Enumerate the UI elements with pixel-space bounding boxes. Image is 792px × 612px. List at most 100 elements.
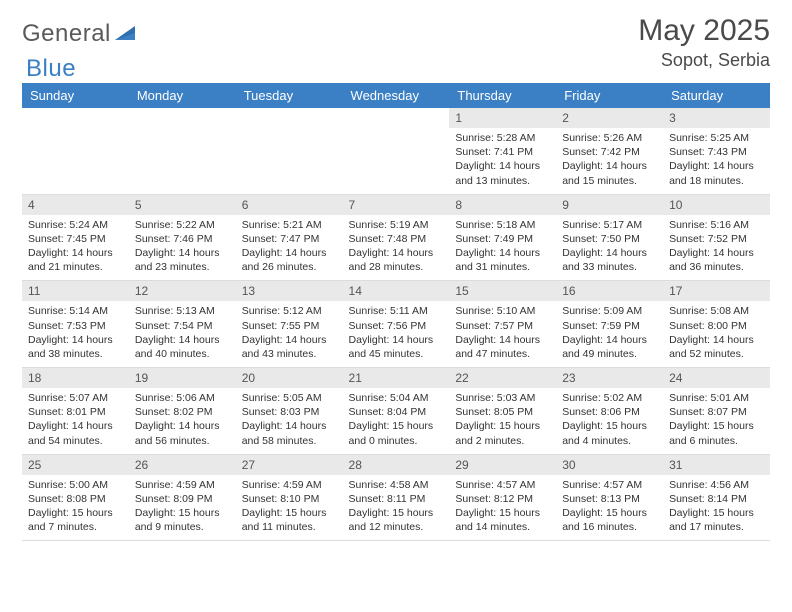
sunrise-text: Sunrise: 5:04 AM: [349, 391, 444, 405]
daylight-text: Daylight: 15 hours and 12 minutes.: [349, 506, 444, 534]
sunrise-text: Sunrise: 5:05 AM: [242, 391, 337, 405]
day-number: 25: [22, 455, 129, 475]
day-number: 29: [449, 455, 556, 475]
sunrise-text: Sunrise: 5:25 AM: [669, 131, 764, 145]
sunrise-text: Sunrise: 5:07 AM: [28, 391, 123, 405]
sunset-text: Sunset: 8:00 PM: [669, 319, 764, 333]
calendar-day-cell: 8Sunrise: 5:18 AMSunset: 7:49 PMDaylight…: [449, 194, 556, 281]
sunset-text: Sunset: 7:41 PM: [455, 145, 550, 159]
logo-word-blue: Blue: [26, 55, 76, 83]
day-details: Sunrise: 5:07 AMSunset: 8:01 PMDaylight:…: [22, 388, 129, 454]
sunrise-text: Sunrise: 5:02 AM: [562, 391, 657, 405]
calendar-day-cell: 13Sunrise: 5:12 AMSunset: 7:55 PMDayligh…: [236, 281, 343, 368]
day-number: 30: [556, 455, 663, 475]
day-details: Sunrise: 5:17 AMSunset: 7:50 PMDaylight:…: [556, 215, 663, 281]
day-details: Sunrise: 5:05 AMSunset: 8:03 PMDaylight:…: [236, 388, 343, 454]
sunset-text: Sunset: 8:14 PM: [669, 492, 764, 506]
day-number: 8: [449, 195, 556, 215]
calendar-day-cell: 1Sunrise: 5:28 AMSunset: 7:41 PMDaylight…: [449, 108, 556, 194]
sunrise-text: Sunrise: 5:06 AM: [135, 391, 230, 405]
day-details: Sunrise: 4:57 AMSunset: 8:12 PMDaylight:…: [449, 475, 556, 541]
daylight-text: Daylight: 14 hours and 54 minutes.: [28, 419, 123, 447]
calendar-week-row: 18Sunrise: 5:07 AMSunset: 8:01 PMDayligh…: [22, 368, 770, 455]
daylight-text: Daylight: 15 hours and 9 minutes.: [135, 506, 230, 534]
daylight-text: Daylight: 14 hours and 52 minutes.: [669, 333, 764, 361]
sunset-text: Sunset: 7:52 PM: [669, 232, 764, 246]
daylight-text: Daylight: 14 hours and 15 minutes.: [562, 159, 657, 187]
logo-word-general: General: [22, 20, 111, 48]
calendar-day-cell: 3Sunrise: 5:25 AMSunset: 7:43 PMDaylight…: [663, 108, 770, 194]
day-number: 9: [556, 195, 663, 215]
calendar-day-cell: 22Sunrise: 5:03 AMSunset: 8:05 PMDayligh…: [449, 368, 556, 455]
brand-logo: General: [22, 14, 139, 48]
calendar-day-cell: 15Sunrise: 5:10 AMSunset: 7:57 PMDayligh…: [449, 281, 556, 368]
day-details: Sunrise: 5:11 AMSunset: 7:56 PMDaylight:…: [343, 301, 450, 367]
day-number: 19: [129, 368, 236, 388]
day-details: Sunrise: 5:00 AMSunset: 8:08 PMDaylight:…: [22, 475, 129, 541]
daylight-text: Daylight: 14 hours and 21 minutes.: [28, 246, 123, 274]
sunset-text: Sunset: 7:47 PM: [242, 232, 337, 246]
day-header: Saturday: [663, 83, 770, 108]
sunset-text: Sunset: 7:53 PM: [28, 319, 123, 333]
daylight-text: Daylight: 14 hours and 26 minutes.: [242, 246, 337, 274]
sunset-text: Sunset: 8:12 PM: [455, 492, 550, 506]
day-details: Sunrise: 5:25 AMSunset: 7:43 PMDaylight:…: [663, 128, 770, 194]
day-header: Tuesday: [236, 83, 343, 108]
daylight-text: Daylight: 14 hours and 45 minutes.: [349, 333, 444, 361]
sunset-text: Sunset: 7:54 PM: [135, 319, 230, 333]
sunset-text: Sunset: 8:07 PM: [669, 405, 764, 419]
sunrise-text: Sunrise: 5:10 AM: [455, 304, 550, 318]
daylight-text: Daylight: 14 hours and 43 minutes.: [242, 333, 337, 361]
sunset-text: Sunset: 7:50 PM: [562, 232, 657, 246]
sunset-text: Sunset: 8:02 PM: [135, 405, 230, 419]
calendar-day-cell: [343, 108, 450, 194]
daylight-text: Daylight: 15 hours and 17 minutes.: [669, 506, 764, 534]
day-number: 24: [663, 368, 770, 388]
day-number: 1: [449, 108, 556, 128]
sunrise-text: Sunrise: 4:59 AM: [242, 478, 337, 492]
day-details: Sunrise: 5:14 AMSunset: 7:53 PMDaylight:…: [22, 301, 129, 367]
day-details: Sunrise: 5:13 AMSunset: 7:54 PMDaylight:…: [129, 301, 236, 367]
calendar-day-cell: 21Sunrise: 5:04 AMSunset: 8:04 PMDayligh…: [343, 368, 450, 455]
calendar-day-cell: [236, 108, 343, 194]
day-number: 4: [22, 195, 129, 215]
sunrise-text: Sunrise: 5:00 AM: [28, 478, 123, 492]
day-header-row: Sunday Monday Tuesday Wednesday Thursday…: [22, 83, 770, 108]
day-details: Sunrise: 5:03 AMSunset: 8:05 PMDaylight:…: [449, 388, 556, 454]
daylight-text: Daylight: 15 hours and 16 minutes.: [562, 506, 657, 534]
sunrise-text: Sunrise: 5:19 AM: [349, 218, 444, 232]
day-details: Sunrise: 5:26 AMSunset: 7:42 PMDaylight:…: [556, 128, 663, 194]
month-title: May 2025: [638, 14, 770, 48]
day-number: 2: [556, 108, 663, 128]
day-details: Sunrise: 5:21 AMSunset: 7:47 PMDaylight:…: [236, 215, 343, 281]
day-details: Sunrise: 4:59 AMSunset: 8:09 PMDaylight:…: [129, 475, 236, 541]
calendar-day-cell: 5Sunrise: 5:22 AMSunset: 7:46 PMDaylight…: [129, 194, 236, 281]
sunrise-text: Sunrise: 5:03 AM: [455, 391, 550, 405]
day-number: 17: [663, 281, 770, 301]
day-number: 31: [663, 455, 770, 475]
calendar-day-cell: 12Sunrise: 5:13 AMSunset: 7:54 PMDayligh…: [129, 281, 236, 368]
day-number: 5: [129, 195, 236, 215]
day-number: 22: [449, 368, 556, 388]
daylight-text: Daylight: 14 hours and 38 minutes.: [28, 333, 123, 361]
sunrise-text: Sunrise: 4:57 AM: [455, 478, 550, 492]
calendar-day-cell: 18Sunrise: 5:07 AMSunset: 8:01 PMDayligh…: [22, 368, 129, 455]
sunset-text: Sunset: 7:59 PM: [562, 319, 657, 333]
sunset-text: Sunset: 7:49 PM: [455, 232, 550, 246]
daylight-text: Daylight: 14 hours and 23 minutes.: [135, 246, 230, 274]
daylight-text: Daylight: 15 hours and 14 minutes.: [455, 506, 550, 534]
calendar-day-cell: 28Sunrise: 4:58 AMSunset: 8:11 PMDayligh…: [343, 454, 450, 541]
day-number: 6: [236, 195, 343, 215]
sunset-text: Sunset: 7:46 PM: [135, 232, 230, 246]
calendar-day-cell: 23Sunrise: 5:02 AMSunset: 8:06 PMDayligh…: [556, 368, 663, 455]
day-number: 11: [22, 281, 129, 301]
daylight-text: Daylight: 15 hours and 2 minutes.: [455, 419, 550, 447]
sunset-text: Sunset: 8:11 PM: [349, 492, 444, 506]
calendar-day-cell: 26Sunrise: 4:59 AMSunset: 8:09 PMDayligh…: [129, 454, 236, 541]
daylight-text: Daylight: 15 hours and 4 minutes.: [562, 419, 657, 447]
sunset-text: Sunset: 8:09 PM: [135, 492, 230, 506]
calendar-day-cell: 17Sunrise: 5:08 AMSunset: 8:00 PMDayligh…: [663, 281, 770, 368]
daylight-text: Daylight: 14 hours and 47 minutes.: [455, 333, 550, 361]
day-number: 10: [663, 195, 770, 215]
sunrise-text: Sunrise: 5:28 AM: [455, 131, 550, 145]
